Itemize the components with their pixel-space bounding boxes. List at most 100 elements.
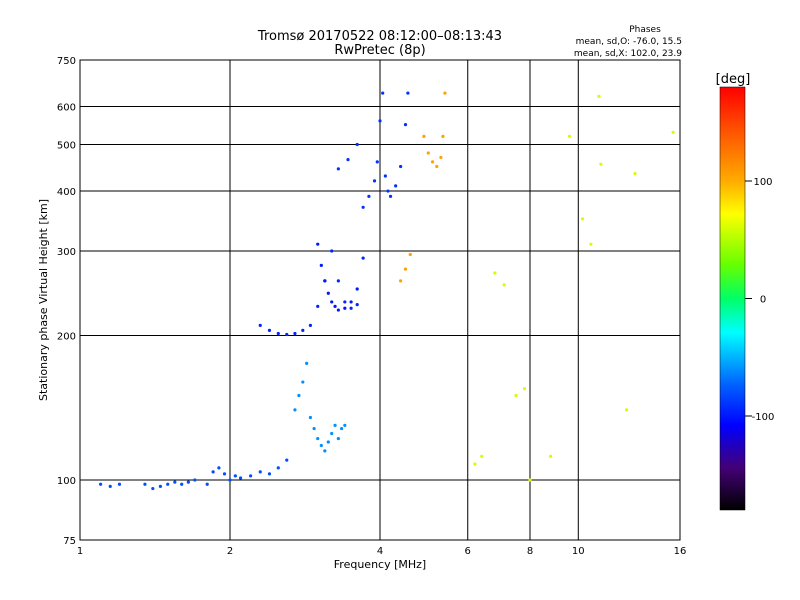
data-point bbox=[336, 436, 340, 441]
colorbar-tick-label: 0 bbox=[760, 295, 766, 306]
data-point bbox=[205, 482, 209, 486]
y-tick-label: 75 bbox=[63, 536, 76, 547]
data-point bbox=[143, 482, 147, 486]
data-point bbox=[480, 454, 484, 459]
data-point bbox=[399, 279, 403, 283]
data-points bbox=[99, 91, 675, 491]
data-point bbox=[319, 263, 323, 267]
data-point bbox=[326, 291, 330, 295]
data-point bbox=[312, 426, 316, 431]
data-point bbox=[567, 134, 572, 138]
data-point bbox=[336, 279, 340, 283]
x-tick-label: 10 bbox=[572, 546, 585, 557]
data-point bbox=[633, 171, 637, 176]
data-point bbox=[316, 304, 320, 309]
x-tick-label: 8 bbox=[527, 546, 533, 557]
data-point bbox=[316, 436, 320, 441]
data-point bbox=[238, 476, 243, 480]
data-point bbox=[349, 300, 353, 304]
data-point bbox=[336, 167, 340, 171]
data-point bbox=[426, 151, 430, 155]
data-point bbox=[355, 302, 359, 307]
data-point bbox=[336, 308, 340, 312]
data-point bbox=[346, 158, 350, 162]
x-tick-label: 16 bbox=[674, 546, 687, 557]
data-point bbox=[293, 331, 297, 336]
data-point bbox=[308, 415, 313, 420]
data-point bbox=[473, 462, 477, 466]
data-point bbox=[301, 380, 305, 384]
data-point bbox=[151, 486, 155, 491]
data-point bbox=[326, 440, 330, 444]
data-point bbox=[403, 267, 408, 271]
data-point bbox=[580, 217, 585, 221]
data-point bbox=[117, 482, 122, 486]
data-point bbox=[323, 449, 327, 453]
x-axis-label: Frequency [MHz] bbox=[334, 558, 426, 571]
plot-frame bbox=[79, 59, 681, 541]
data-point bbox=[355, 287, 359, 291]
data-point bbox=[493, 271, 497, 275]
data-point bbox=[375, 160, 379, 164]
data-point bbox=[514, 393, 518, 398]
data-point bbox=[180, 482, 184, 486]
data-point bbox=[228, 478, 232, 482]
data-point bbox=[186, 480, 190, 484]
data-point bbox=[308, 323, 313, 327]
phases-heading: Phases bbox=[629, 25, 661, 35]
data-point bbox=[589, 242, 593, 246]
data-point bbox=[323, 279, 327, 283]
data-point bbox=[443, 91, 447, 95]
data-point bbox=[528, 478, 532, 482]
data-point bbox=[233, 474, 237, 478]
data-point bbox=[258, 470, 262, 474]
data-point bbox=[388, 194, 393, 198]
data-point bbox=[441, 134, 445, 138]
y-tick-label: 750 bbox=[57, 56, 76, 67]
data-point bbox=[624, 408, 629, 412]
data-point bbox=[361, 205, 365, 209]
data-point bbox=[330, 249, 334, 253]
data-point bbox=[383, 174, 387, 178]
phases-o-mode: mean, sd,O: -76.0, 15.5 bbox=[576, 37, 682, 47]
data-point bbox=[267, 328, 272, 332]
x-tick-label: 1 bbox=[77, 546, 83, 557]
data-point bbox=[222, 472, 227, 476]
y-axis-label: Stationary phase Virtual Height [km] bbox=[37, 199, 50, 401]
y-tick-label: 100 bbox=[57, 476, 76, 487]
data-point bbox=[597, 94, 601, 98]
x-tick-labels: 1 2 4 6 8 10 16 bbox=[77, 546, 687, 557]
y-tick-label: 400 bbox=[57, 187, 76, 198]
colorbar-ticks: 100 0 -100 bbox=[745, 177, 774, 423]
data-point bbox=[276, 331, 280, 336]
data-point bbox=[372, 179, 377, 183]
data-point bbox=[285, 458, 289, 462]
data-point bbox=[599, 162, 603, 166]
data-point bbox=[502, 283, 506, 287]
x-tick-label: 2 bbox=[227, 546, 233, 557]
chart-subtitle: RwPretec (8p) bbox=[334, 43, 425, 58]
data-point bbox=[319, 443, 323, 448]
y-tick-label: 500 bbox=[57, 141, 76, 152]
data-point bbox=[158, 484, 163, 488]
chart-title: Tromsø 20170522 08:12:00–08:13:43 bbox=[257, 29, 502, 44]
data-point bbox=[99, 482, 103, 486]
data-point bbox=[173, 480, 177, 484]
data-point bbox=[316, 242, 320, 246]
data-point bbox=[367, 194, 371, 198]
colorbar-tick-label: -100 bbox=[752, 412, 775, 423]
data-point bbox=[408, 252, 412, 257]
colorbar bbox=[719, 86, 746, 511]
data-point bbox=[522, 387, 527, 391]
data-point bbox=[355, 142, 359, 147]
data-point bbox=[343, 300, 347, 304]
data-point bbox=[343, 423, 347, 427]
grid bbox=[79, 59, 681, 541]
data-point bbox=[549, 454, 553, 459]
data-point bbox=[249, 474, 253, 478]
data-point bbox=[193, 478, 197, 482]
data-point bbox=[422, 134, 426, 138]
data-point bbox=[435, 164, 439, 169]
data-point bbox=[403, 123, 408, 127]
data-point bbox=[439, 155, 443, 160]
